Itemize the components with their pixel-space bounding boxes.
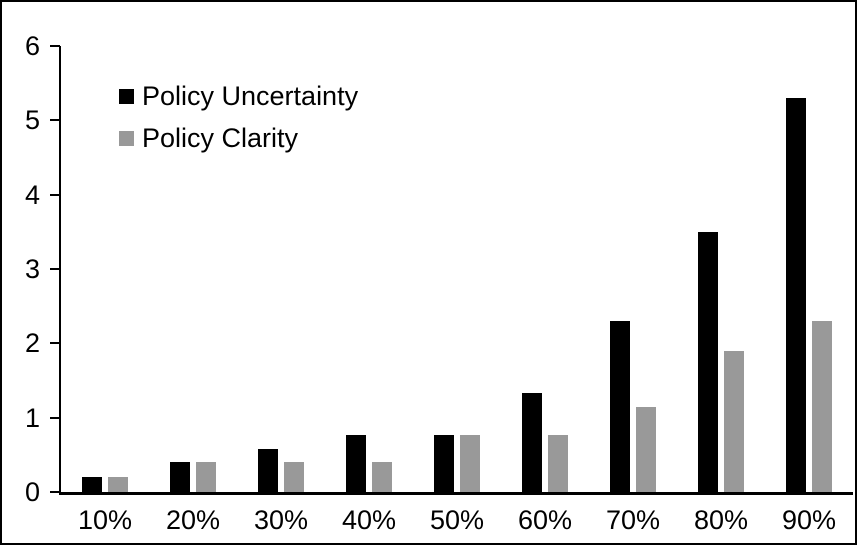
x-tick-label: 90% [781,505,837,535]
bar-policy-clarity-60% [548,435,568,492]
x-tick-label: 80% [693,505,749,535]
bar-policy-clarity-20% [196,462,216,492]
legend-swatch-icon [119,130,134,146]
y-axis-tick [50,417,60,419]
plot-area [59,46,853,495]
bar-policy-clarity-80% [724,351,744,492]
y-axis-tick [50,491,60,493]
bar-policy-uncertainty-20% [170,462,190,492]
bar-group-30% [237,46,325,492]
y-axis-tick [50,194,60,196]
bar-group-40% [325,46,413,492]
bar-group-70% [589,46,677,492]
y-tick-label: 5 [24,105,40,135]
y-axis-tick [50,119,60,121]
y-tick-label: 6 [24,31,40,61]
bar-policy-uncertainty-80% [698,232,718,492]
bar-policy-clarity-50% [460,435,480,492]
y-tick-label: 0 [24,477,40,507]
x-tick-label: 40% [341,505,397,535]
bars-row [61,46,853,492]
x-tick-label: 60% [517,505,573,535]
bar-policy-uncertainty-70% [610,321,630,492]
x-axis-labels: 10% 20% 30% 40% 50% 60% 70% 80% 90% [61,506,853,534]
x-tick-label: 30% [253,505,309,535]
legend-swatch-icon [119,88,134,104]
bar-group-60% [501,46,589,492]
bar-policy-clarity-10% [108,477,128,492]
y-tick-label: 4 [24,180,40,210]
bar-group-90% [765,46,853,492]
x-tick-label: 50% [429,505,485,535]
legend-label: Policy Uncertainty [142,81,359,111]
bar-policy-uncertainty-40% [346,435,366,492]
bar-policy-uncertainty-50% [434,435,454,492]
legend-item: Policy Clarity [119,124,358,152]
y-tick-label: 3 [24,254,40,284]
x-tick-label: 20% [165,505,221,535]
x-tick-label: 10% [77,505,133,535]
bar-group-50% [413,46,501,492]
bar-policy-clarity-90% [812,321,832,492]
bar-policy-clarity-40% [372,462,392,492]
bar-policy-uncertainty-10% [82,477,102,492]
y-axis-tick [50,268,60,270]
y-axis-tick [50,45,60,47]
y-tick-label: 2 [24,328,40,358]
legend: Policy Uncertainty Policy Clarity [119,82,358,166]
bar-group-10% [61,46,149,492]
legend-item: Policy Uncertainty [119,82,358,110]
y-tick-label: 1 [24,403,40,433]
bar-group-20% [149,46,237,492]
y-axis-tick [50,342,60,344]
bar-policy-clarity-70% [636,407,656,492]
legend-label: Policy Clarity [142,123,299,153]
bar-policy-uncertainty-30% [258,449,278,492]
bar-group-80% [677,46,765,492]
bar-policy-uncertainty-90% [786,98,806,492]
bar-policy-uncertainty-60% [522,393,542,492]
x-tick-label: 70% [605,505,661,535]
bar-policy-clarity-30% [284,462,304,492]
